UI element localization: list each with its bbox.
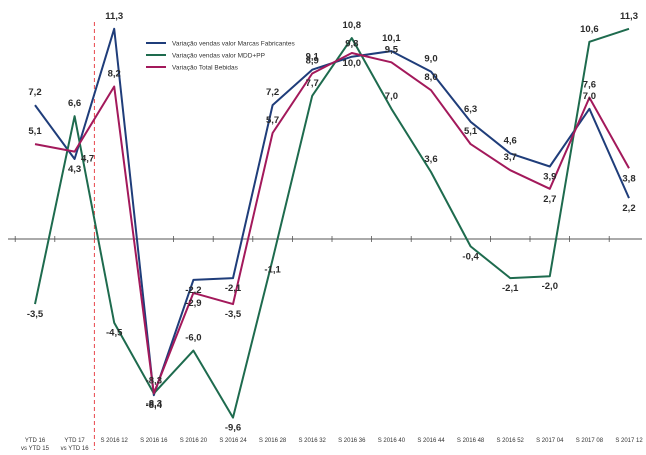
- data-label: -2,9: [185, 298, 201, 309]
- data-label: 11,3: [620, 11, 638, 22]
- data-label: 9,8: [345, 39, 358, 50]
- x-tick-label: S 2016 12: [101, 438, 129, 444]
- legend-label: Variação vendas valor Marcas Fabricantes: [172, 40, 295, 47]
- data-label: -0,4: [462, 251, 479, 262]
- data-label: 8,0: [424, 72, 437, 83]
- data-label: 11,3: [105, 11, 123, 22]
- data-label: 7,6: [583, 80, 596, 91]
- x-tick-label: YTD 17: [64, 438, 85, 444]
- data-label: 6,3: [464, 104, 477, 115]
- legend-label: Variação Total Bebidas: [172, 64, 239, 71]
- data-label: 3,7: [504, 152, 517, 163]
- data-label: -8,3: [146, 375, 162, 386]
- data-label: -1,1: [264, 264, 281, 275]
- data-label: 10,6: [580, 24, 599, 35]
- series-line-2: [34, 52, 630, 395]
- x-tick-label: S 2016 36: [338, 438, 366, 444]
- data-label: -6,0: [185, 333, 201, 344]
- x-tick-label: S 2016 32: [299, 438, 327, 444]
- data-label: 8,2: [108, 68, 121, 79]
- data-label: 10,0: [343, 58, 362, 69]
- data-label: 9,1: [306, 52, 320, 63]
- x-tick-label: S 2016 16: [140, 438, 168, 444]
- x-tick-label: YTD 16: [25, 438, 46, 444]
- data-label: 7,0: [385, 91, 398, 102]
- x-tick-label: S 2016 52: [497, 438, 525, 444]
- data-label: 5,1: [464, 126, 478, 137]
- data-label: -8,4: [146, 400, 163, 411]
- data-label: 3,8: [622, 173, 635, 184]
- data-label: 2,7: [543, 194, 556, 205]
- axis-layer: YTD 16 vs YTD 15 YTD 17 vs YTD 16 S 2016 12 S…: [8, 22, 643, 452]
- data-label: -2,0: [542, 281, 558, 292]
- data-label: 10,8: [343, 20, 362, 31]
- x-tick-label: S 2016 28: [259, 438, 287, 444]
- data-label: 10,1: [382, 33, 401, 44]
- series-line-1: [34, 27, 630, 419]
- data-label: -2,2: [185, 285, 201, 296]
- x-tick-label: S 2016 24: [219, 438, 247, 444]
- data-label: 6,6: [68, 98, 81, 109]
- data-label: 8,9: [306, 55, 319, 66]
- data-label: 7,7: [306, 78, 319, 89]
- data-label: 9,0: [424, 54, 437, 65]
- data-label: -2,1: [225, 283, 242, 294]
- legend-label: Variação vendas valor MDD+PP: [172, 52, 265, 59]
- data-label: -9,6: [225, 423, 241, 434]
- data-label: 2,2: [622, 203, 635, 214]
- data-label: 9,5: [385, 44, 399, 55]
- data-label: 5,7: [266, 115, 279, 126]
- data-label: 3,6: [424, 154, 437, 165]
- label-layer: 7,2 4,3 11,3 -8,4 -2,2 -2,1 7,2 9,1 9,8 10,1 9,0 6,…: [27, 11, 638, 434]
- data-label: 4,6: [504, 135, 517, 146]
- data-label: 3,9: [543, 171, 556, 182]
- data-label: 5,1: [28, 126, 42, 137]
- data-label: -2,1: [502, 283, 519, 294]
- x-tick-label: S 2016 20: [180, 438, 208, 444]
- x-tick-label: vs YTD 15: [21, 446, 50, 452]
- data-label: 7,2: [266, 87, 279, 98]
- x-tick-label: S 2017 08: [576, 438, 604, 444]
- data-label: -3,5: [27, 309, 44, 320]
- x-tick-label: S 2017 04: [536, 438, 564, 444]
- data-label: 4,7: [81, 154, 94, 165]
- data-label: -8,3: [146, 398, 162, 409]
- data-label: 7,0: [583, 91, 596, 102]
- x-tick-label: S 2016 48: [457, 438, 485, 444]
- data-label: 7,2: [28, 87, 41, 98]
- x-tick-label: vs YTD 16: [61, 446, 90, 452]
- x-tick-label: S 2017 12: [615, 438, 643, 444]
- x-tick-label: S 2016 44: [417, 438, 445, 444]
- legend: Variação vendas valor Marcas Fabricantes…: [146, 40, 295, 71]
- series-layer: [34, 27, 630, 419]
- data-label: 4,3: [68, 164, 81, 175]
- data-label: -3,5: [225, 309, 242, 320]
- data-label: -4,5: [106, 328, 123, 339]
- x-tick-label: S 2016 40: [378, 438, 406, 444]
